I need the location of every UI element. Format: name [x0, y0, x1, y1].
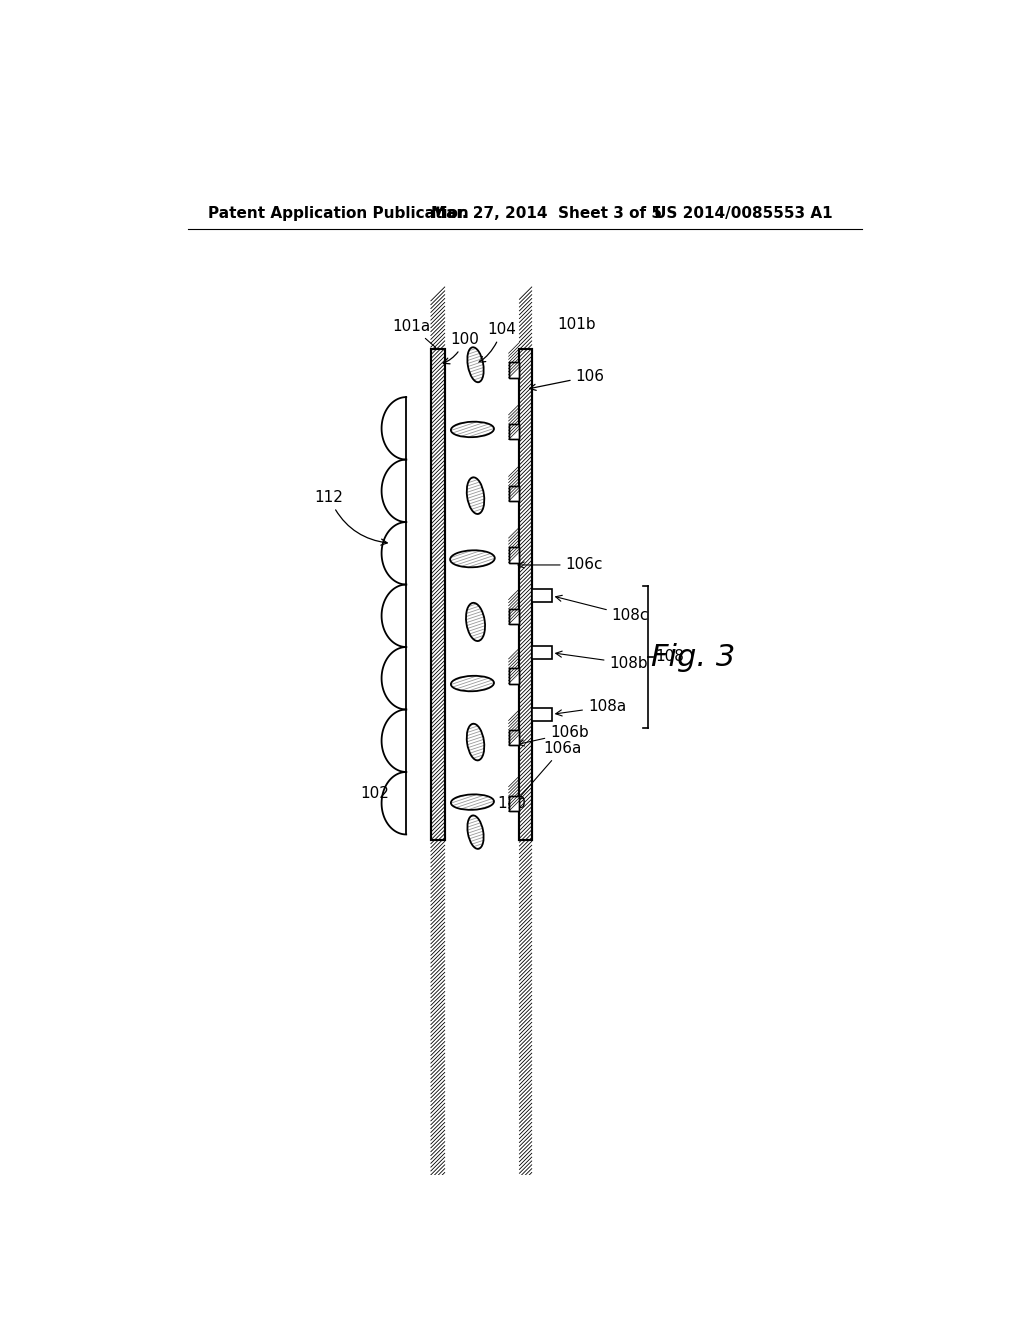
- Bar: [531, 589, 552, 602]
- Text: 112: 112: [314, 490, 387, 545]
- Text: 106c: 106c: [518, 557, 603, 573]
- Text: US 2014/0085553 A1: US 2014/0085553 A1: [654, 206, 833, 222]
- Bar: [509, 363, 519, 378]
- Text: 101b: 101b: [557, 317, 596, 333]
- Text: 108c: 108c: [556, 595, 649, 623]
- Text: Fig. 3: Fig. 3: [650, 643, 735, 672]
- Bar: [519, 350, 531, 840]
- Bar: [509, 548, 519, 562]
- Bar: [509, 486, 519, 502]
- Text: 108a: 108a: [556, 700, 627, 715]
- Bar: [509, 486, 519, 502]
- Bar: [509, 548, 519, 562]
- Text: 108b: 108b: [556, 651, 648, 671]
- Text: 110: 110: [498, 796, 526, 812]
- Bar: [509, 609, 519, 624]
- Text: 100: 100: [443, 331, 479, 364]
- Text: Patent Application Publication: Patent Application Publication: [208, 206, 468, 222]
- Text: 108: 108: [655, 649, 685, 664]
- Bar: [509, 796, 519, 812]
- Bar: [531, 708, 552, 721]
- Text: Mar. 27, 2014  Sheet 3 of 5: Mar. 27, 2014 Sheet 3 of 5: [431, 206, 662, 222]
- Bar: [509, 424, 519, 440]
- Bar: [509, 730, 519, 744]
- Text: 101a: 101a: [392, 318, 435, 347]
- Bar: [509, 668, 519, 684]
- Bar: [519, 350, 531, 840]
- Bar: [509, 609, 519, 624]
- Bar: [509, 668, 519, 684]
- Text: 102: 102: [360, 787, 389, 801]
- Bar: [509, 424, 519, 440]
- Bar: [509, 730, 519, 744]
- Text: 106b: 106b: [518, 725, 589, 746]
- Bar: [431, 350, 444, 840]
- Text: 106: 106: [529, 368, 604, 391]
- Bar: [509, 363, 519, 378]
- Text: 106a: 106a: [517, 741, 582, 801]
- Bar: [531, 647, 552, 659]
- Bar: [509, 796, 519, 812]
- Bar: [431, 350, 444, 840]
- Text: 104: 104: [479, 322, 516, 363]
